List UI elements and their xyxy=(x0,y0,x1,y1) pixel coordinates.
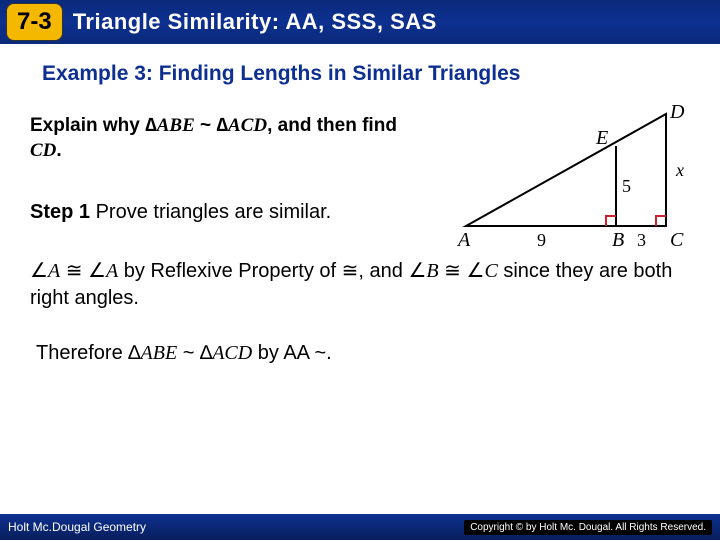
triangle-diagram: A B C E D 9 3 5 x xyxy=(456,96,696,266)
footer-left: Holt Mc.Dougal Geometry xyxy=(8,520,146,534)
svg-text:E: E xyxy=(595,127,608,149)
prompt-text: Explain why ∆ABE ~ ∆ACD, and then find C… xyxy=(30,114,430,163)
step-text: Prove triangles are similar. xyxy=(96,201,332,223)
conclusion-text: Therefore ∆ABE ~ ∆ACD by AA ~. xyxy=(36,342,684,365)
svg-text:9: 9 xyxy=(537,230,546,250)
svg-text:A: A xyxy=(456,229,471,251)
reason-text: ∠A ≅ ∠A by Reflexive Property of ≅, and … xyxy=(30,258,680,312)
svg-text:5: 5 xyxy=(622,176,631,196)
svg-text:D: D xyxy=(669,101,685,123)
svg-text:3: 3 xyxy=(637,230,646,250)
section-badge: 7-3 xyxy=(6,3,63,41)
step-label: Step 1 xyxy=(30,201,90,223)
svg-text:C: C xyxy=(670,229,684,251)
footer-right: Copyright © by Holt Mc. Dougal. All Righ… xyxy=(464,520,712,535)
svg-text:x: x xyxy=(675,160,684,180)
svg-text:B: B xyxy=(612,229,624,251)
footer-bar: Holt Mc.Dougal Geometry Copyright © by H… xyxy=(0,514,720,540)
header-title: Triangle Similarity: AA, SSS, SAS xyxy=(73,9,437,35)
header-bar: 7-3 Triangle Similarity: AA, SSS, SAS xyxy=(0,0,720,44)
example-title: Example 3: Finding Lengths in Similar Tr… xyxy=(42,62,720,86)
